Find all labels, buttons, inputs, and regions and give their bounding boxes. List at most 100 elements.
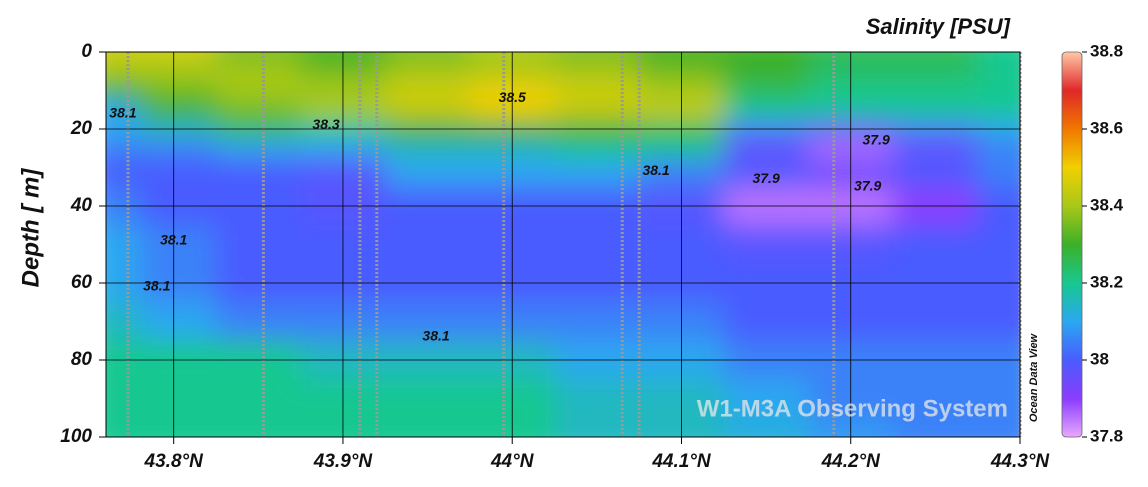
colorbar-tick-label: 37.8	[1090, 426, 1123, 445]
cell	[723, 100, 810, 121]
cell	[300, 186, 387, 227]
cell	[977, 119, 1020, 140]
colorbar-tick-label: 38.2	[1090, 272, 1123, 291]
field	[106, 52, 1020, 437]
cell	[469, 340, 556, 381]
cell	[385, 186, 471, 227]
cell	[300, 302, 387, 342]
cell	[469, 417, 556, 437]
cell	[977, 61, 1020, 82]
contour-label: 38.5	[499, 89, 526, 105]
cell	[554, 61, 641, 82]
cell	[300, 340, 387, 381]
cell	[106, 263, 141, 304]
cell	[106, 157, 141, 188]
cell	[469, 80, 556, 102]
cell	[139, 186, 218, 227]
cell	[554, 225, 641, 265]
watermark: Ocean Data View	[1028, 332, 1040, 422]
contour-label: 38.3	[312, 116, 339, 132]
cell	[893, 80, 979, 102]
cell	[216, 157, 302, 188]
cell	[216, 263, 302, 304]
x-tick-label: 44.2°N	[821, 451, 882, 472]
cell	[723, 417, 810, 437]
cell	[639, 80, 725, 102]
cell	[893, 340, 979, 381]
cell	[977, 302, 1020, 342]
cell	[139, 61, 218, 82]
cell	[300, 61, 387, 82]
overlay: 38.1 38.3 38.5 37.9 38.1 37.9 37.9 38.1 38.1 38.1	[99, 51, 1022, 444]
y-tick-label: 60	[71, 272, 93, 293]
plot-frame	[105, 51, 1021, 438]
cell	[554, 52, 641, 63]
cell	[139, 52, 218, 63]
cell	[469, 61, 556, 82]
contour-label: 38.1	[642, 162, 669, 178]
cell	[554, 157, 641, 188]
contour-label: 37.9	[863, 131, 890, 147]
cell	[554, 340, 641, 381]
cell	[639, 340, 725, 381]
cell	[216, 61, 302, 82]
cell	[977, 225, 1020, 265]
contour-label: 38.1	[109, 104, 136, 120]
cell	[893, 61, 979, 82]
cell	[469, 119, 556, 140]
cell	[106, 417, 141, 437]
cell	[977, 379, 1020, 419]
cell	[300, 417, 387, 437]
cell	[639, 417, 725, 437]
cell	[385, 119, 471, 140]
colorbar-tick-label: 38.6	[1090, 118, 1123, 137]
cells	[106, 52, 1020, 437]
cell	[639, 157, 725, 188]
x-tick-label: 44°N	[490, 451, 535, 472]
cell	[106, 80, 141, 102]
cell	[139, 417, 218, 437]
cell	[723, 80, 810, 102]
cell	[554, 379, 641, 419]
x-tick-label: 43.9°N	[313, 451, 374, 472]
colorbar-tick-label: 38.4	[1090, 195, 1124, 214]
cell	[216, 186, 302, 227]
cell	[139, 80, 218, 102]
cell	[300, 52, 387, 63]
cell	[977, 157, 1020, 188]
cell	[639, 119, 725, 140]
cell	[808, 302, 895, 342]
cell	[639, 100, 725, 121]
cell	[216, 138, 302, 159]
contour-label: 37.9	[854, 177, 881, 193]
x-tick-label: 43.8°N	[144, 451, 205, 472]
y-tick-label: 80	[71, 349, 93, 370]
cell	[385, 340, 471, 381]
cell	[106, 61, 141, 82]
cell	[554, 417, 641, 437]
cell	[723, 225, 810, 265]
y-tick-label: 100	[60, 426, 92, 447]
cell	[300, 119, 387, 140]
cell	[106, 186, 141, 227]
cell	[639, 186, 725, 227]
cell	[977, 186, 1020, 227]
cell	[216, 225, 302, 265]
contour-label: 38.1	[143, 278, 170, 294]
cell	[808, 80, 895, 102]
y-tick-label: 0	[81, 41, 92, 62]
cell	[639, 379, 725, 419]
cell	[893, 263, 979, 304]
cell	[977, 263, 1020, 304]
cell	[385, 100, 471, 121]
cell	[639, 138, 725, 159]
cell	[893, 186, 979, 227]
annotation: W1-M3A Observing System	[697, 395, 1008, 422]
cell	[139, 157, 218, 188]
cell	[723, 52, 810, 63]
y-tick-label: 20	[70, 118, 93, 139]
cell	[977, 138, 1020, 159]
cell	[139, 263, 218, 304]
cell	[977, 80, 1020, 102]
